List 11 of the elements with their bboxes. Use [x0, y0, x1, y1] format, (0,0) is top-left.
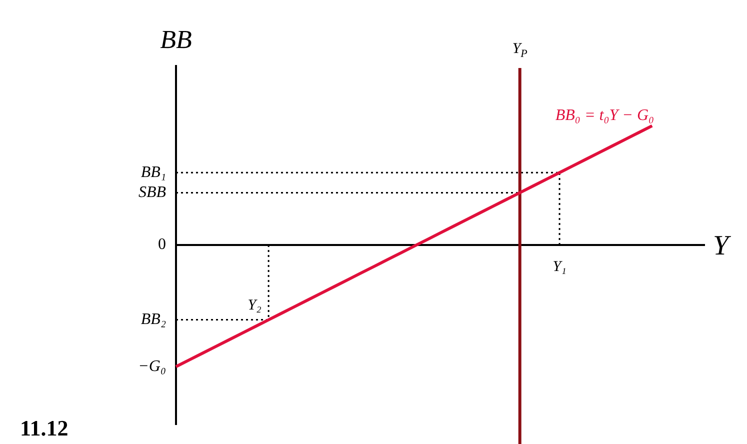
ref-line-label: SBB: [138, 184, 166, 201]
annotation: Y₁: [552, 258, 566, 275]
text: −G₀: [138, 358, 166, 375]
text: 0: [158, 236, 166, 254]
series-label: BB₀ = t₀Y − G₀: [555, 107, 654, 124]
ref-line-label: BB₂: [140, 311, 166, 328]
y-axis-title: BB: [160, 24, 192, 54]
ref-line-label: BB₁: [140, 164, 166, 181]
x-axis-title: Y: [713, 230, 732, 262]
text: 11.12: [20, 416, 68, 441]
annotation: Y₂: [248, 298, 262, 314]
